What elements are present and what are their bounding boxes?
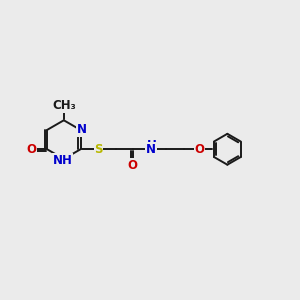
- Text: S: S: [94, 143, 103, 156]
- Text: N: N: [77, 123, 87, 136]
- Text: O: O: [195, 143, 205, 156]
- Text: N: N: [146, 143, 155, 156]
- Text: O: O: [26, 143, 36, 156]
- Text: CH₃: CH₃: [52, 99, 76, 112]
- Text: O: O: [128, 159, 138, 172]
- Text: NH: NH: [52, 154, 72, 167]
- Text: H: H: [147, 139, 157, 152]
